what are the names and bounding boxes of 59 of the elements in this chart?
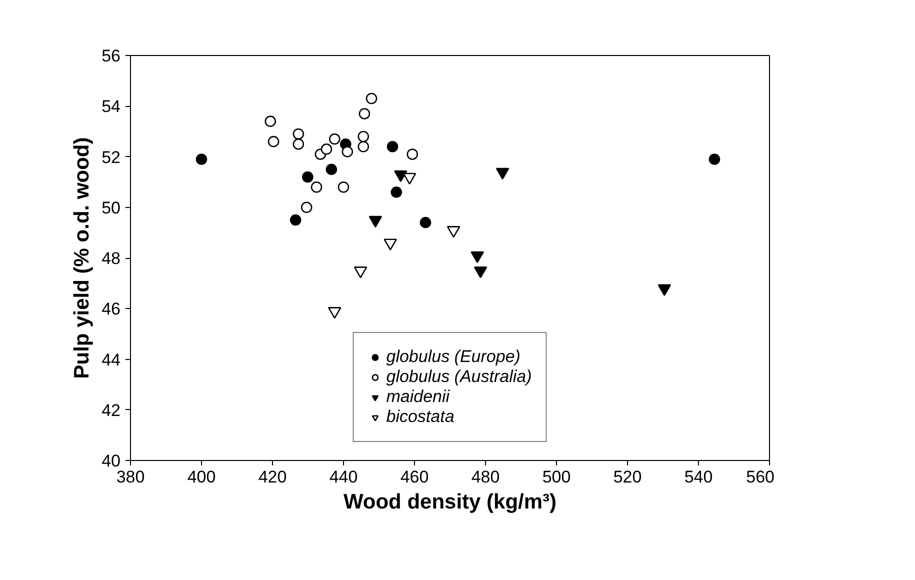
point [358,140,370,152]
x-tick-label: 440 [329,468,358,486]
point [310,181,322,193]
point [402,172,416,185]
point [390,186,402,198]
legend-label: bicostata [386,407,454,427]
x-tick-label: 420 [258,468,287,486]
point [368,216,382,228]
y-tick-label: 50 [102,198,121,218]
point [384,238,398,250]
y-tick-label: 44 [102,350,121,370]
point [264,116,276,127]
point [328,133,340,145]
x-tick-label: 540 [684,468,713,486]
legend-label: maidenii [386,387,450,407]
point [354,266,368,278]
legend-label: globulus (Australia) [386,367,532,387]
point [658,284,672,296]
point [358,130,370,142]
y-axis-title: Pulp yield (% o.d. wood) [70,137,94,379]
point [320,144,332,155]
point [446,226,460,238]
point [290,214,302,226]
point [292,138,304,150]
x-tick-label: 500 [542,468,571,486]
y-tick-label: 42 [102,400,121,420]
point [406,148,418,160]
x-tick-label: 520 [613,468,642,486]
point [386,140,398,152]
point [420,216,432,228]
point [470,251,484,264]
y-tick-label: 48 [102,249,121,268]
y-tick-label: 56 [102,46,121,66]
x-tick-label: 560 [746,468,775,486]
y-tick-label: 40 [102,452,121,470]
y-tick-label: 52 [102,148,121,167]
point [474,266,488,278]
point [326,164,338,176]
point [342,146,354,158]
x-tick-label: 380 [116,468,145,486]
x-tick-label: 400 [187,468,216,486]
point [708,154,720,165]
legend-label: globulus (Europe) [386,347,520,367]
point [196,154,208,165]
x-tick-label: 460 [400,468,429,486]
point [394,170,408,182]
x-tick-label: 480 [471,468,500,486]
y-tick-label: 46 [102,300,121,319]
point [366,92,378,104]
point [268,136,280,148]
point [300,202,312,214]
point [496,168,510,180]
point [328,307,342,319]
point [338,181,350,193]
point [302,171,314,183]
point [292,128,304,140]
x-axis-title: Wood density (kg/m³) [343,490,557,514]
y-tick-label: 54 [102,97,121,116]
point [358,108,370,120]
